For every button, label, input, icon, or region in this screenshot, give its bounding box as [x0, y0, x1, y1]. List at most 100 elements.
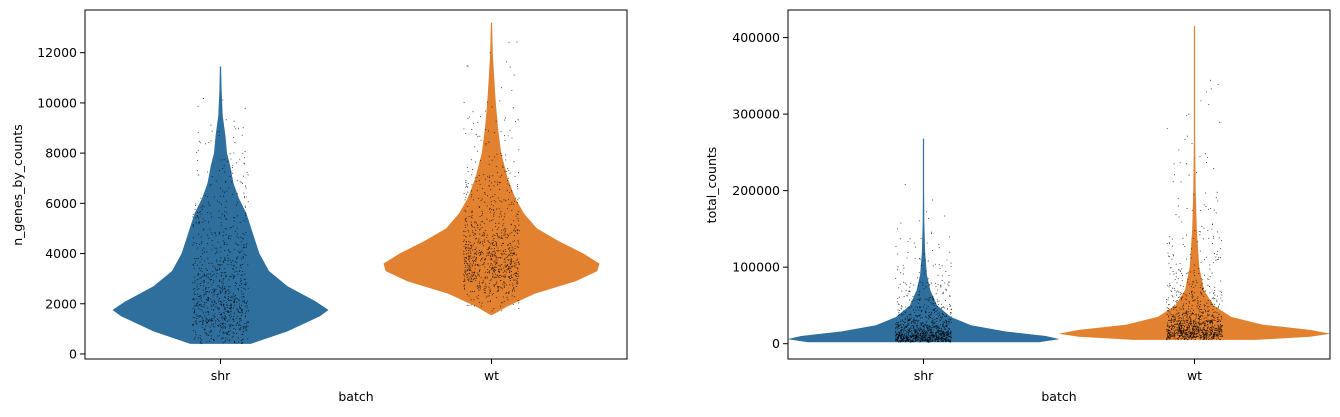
strip-point [516, 278, 518, 280]
strip-point [490, 300, 492, 302]
strip-point [1171, 313, 1173, 316]
strip-point [920, 311, 923, 313]
strip-point [227, 257, 229, 259]
strip-point [507, 135, 509, 137]
strip-point [219, 264, 221, 266]
strip-point [494, 265, 496, 268]
strip-point [940, 286, 942, 288]
strip-point [504, 135, 506, 137]
strip-point [937, 335, 939, 337]
strip-point [509, 252, 512, 254]
strip-point [909, 319, 911, 321]
strip-point [919, 340, 921, 342]
strip-point [938, 331, 940, 333]
strip-point [246, 307, 248, 309]
strip-point [1195, 336, 1197, 338]
strip-point [224, 308, 226, 310]
strip-point [508, 291, 510, 293]
strip-point [495, 232, 497, 235]
strip-point [925, 338, 927, 340]
strip-point [238, 250, 240, 252]
strip-point [897, 335, 899, 337]
strip-point [899, 331, 901, 333]
strip-point [233, 152, 235, 154]
strip-point [1191, 312, 1194, 314]
strip-point [474, 264, 476, 266]
strip-point [489, 211, 491, 213]
strip-point [1185, 303, 1187, 305]
strip-point [1209, 275, 1211, 278]
strip-point [242, 300, 244, 302]
strip-point [247, 264, 249, 266]
strip-point [240, 274, 242, 276]
strip-point [228, 334, 231, 336]
strip-point [1187, 332, 1189, 334]
strip-point [1199, 304, 1201, 306]
strip-point [1214, 327, 1216, 330]
strip-point [493, 211, 495, 214]
strip-point [477, 252, 479, 254]
strip-point [239, 222, 241, 224]
strip-point [216, 269, 218, 272]
strip-point [1218, 237, 1220, 239]
strip-point [1204, 324, 1206, 326]
strip-point [914, 322, 916, 324]
strip-point [230, 261, 233, 263]
strip-point [485, 255, 488, 257]
strip-point [938, 247, 940, 249]
strip-point [923, 324, 925, 326]
strip-point [214, 266, 216, 268]
strip-point [897, 314, 900, 317]
strip-point [927, 318, 929, 320]
strip-point [237, 321, 239, 323]
strip-point [207, 282, 209, 284]
strip-point [230, 235, 232, 237]
strip-point [194, 262, 196, 265]
strip-point [234, 271, 236, 273]
strip-point [1195, 317, 1197, 319]
strip-point [240, 318, 242, 320]
strip-point [929, 331, 931, 333]
strip-point [927, 300, 929, 302]
strip-point [1196, 282, 1198, 284]
strip-point [496, 234, 498, 236]
strip-point [1187, 324, 1189, 327]
strip-point [241, 293, 243, 295]
strip-point [1214, 286, 1216, 288]
strip-point [208, 311, 210, 313]
strip-point [242, 232, 244, 234]
strip-point [1173, 335, 1175, 337]
strip-point [1178, 326, 1180, 328]
strip-point [1189, 323, 1191, 325]
strip-point [1218, 303, 1221, 305]
strip-point [1220, 320, 1222, 322]
strip-point [198, 337, 200, 339]
strip-point [1194, 325, 1196, 328]
strip-point [492, 292, 494, 294]
strip-point [941, 265, 943, 267]
strip-point [1171, 335, 1173, 337]
strip-point [1174, 332, 1176, 334]
strip-point [235, 297, 237, 299]
strip-point [510, 271, 513, 273]
strip-point [196, 247, 198, 249]
strip-point [517, 268, 519, 270]
strip-point [1166, 324, 1168, 326]
strip-point [1215, 259, 1217, 261]
strip-point [492, 241, 494, 243]
strip-point [497, 197, 499, 199]
strip-point [217, 307, 219, 310]
strip-point [463, 280, 465, 282]
strip-point [207, 334, 209, 337]
strip-point [1179, 331, 1181, 333]
strip-point [464, 224, 466, 226]
strip-point [240, 241, 242, 243]
strip-point [206, 269, 209, 271]
strip-point [946, 334, 948, 336]
strip-point [222, 303, 224, 305]
strip-point [212, 282, 215, 284]
strip-point [511, 265, 513, 267]
strip-point [925, 311, 927, 313]
strip-point [202, 305, 204, 307]
strip-point [237, 288, 239, 290]
